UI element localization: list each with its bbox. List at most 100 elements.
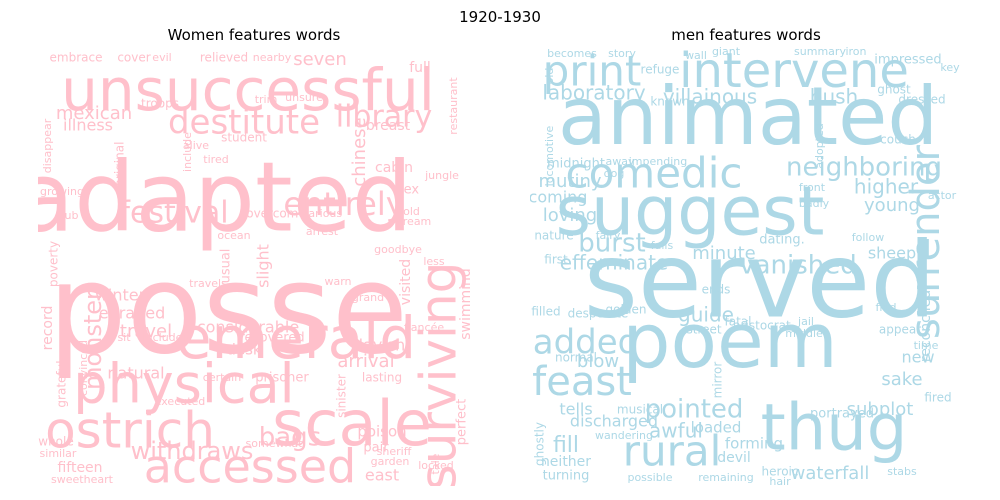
women-word-56: similar bbox=[40, 447, 77, 460]
men-word-92: badly bbox=[799, 197, 830, 210]
men-word-7: comedic bbox=[566, 149, 743, 198]
men-word-95: key bbox=[940, 61, 960, 74]
women-word-18: winter bbox=[95, 286, 146, 305]
men-word-45: first bbox=[544, 253, 568, 267]
men-word-21: mutiny bbox=[538, 171, 601, 192]
men-word-69: street bbox=[686, 323, 721, 337]
men-word-46: nature bbox=[534, 229, 573, 243]
women-word-51: convinced bbox=[77, 340, 90, 396]
women-word-67: travels bbox=[189, 277, 227, 290]
women-word-35: sex bbox=[397, 183, 420, 198]
men-word-66: ends bbox=[702, 283, 731, 297]
men-word-43: midnight bbox=[547, 157, 605, 172]
men-word-42: turning bbox=[543, 469, 590, 484]
men-word-32: subplot bbox=[847, 399, 914, 420]
women-word-81: tale bbox=[429, 453, 442, 474]
men-word-53: summary bbox=[794, 46, 846, 58]
women-word-49: poverty bbox=[47, 241, 61, 287]
women-word-5: scale bbox=[272, 387, 432, 460]
men-word-36: reconciled bbox=[918, 290, 934, 362]
women-word-22: seven bbox=[293, 49, 347, 70]
men-word-6: print bbox=[543, 47, 642, 96]
women-word-32: cabin bbox=[375, 160, 413, 176]
women-cloud-title: Women features words bbox=[167, 26, 341, 44]
women-word-66: ocean bbox=[217, 229, 250, 242]
women-word-54: pub bbox=[58, 209, 79, 222]
women-word-34: jungle bbox=[424, 169, 459, 182]
men-word-87: fairy bbox=[596, 229, 621, 242]
women-word-43: arrival bbox=[337, 351, 394, 372]
women-word-9: destitute bbox=[168, 103, 320, 143]
men-word-14: burst bbox=[578, 229, 645, 259]
women-word-17: travel bbox=[120, 321, 172, 342]
men-word-94: find bbox=[876, 301, 897, 314]
men-word-68: aristocrat bbox=[733, 319, 791, 333]
women-word-39: usual bbox=[219, 249, 234, 284]
men-word-5: intervene bbox=[679, 46, 909, 99]
women-word-69: fiancée bbox=[404, 321, 444, 334]
men-word-20: young bbox=[864, 195, 920, 216]
men-word-24: effeminate bbox=[560, 251, 669, 275]
men-word-12: neighboring bbox=[786, 153, 942, 183]
women-word-42: lavish bbox=[359, 336, 406, 355]
women-word-7: accessed bbox=[144, 439, 357, 486]
men-word-65: mirror bbox=[711, 362, 725, 399]
men-word-38: forming bbox=[725, 435, 783, 453]
men-word-26: guide bbox=[678, 303, 734, 327]
men-word-33: sake bbox=[881, 369, 922, 390]
women-word-0: posse bbox=[48, 238, 408, 382]
women-word-73: lasting bbox=[362, 371, 402, 385]
men-word-8: feast bbox=[532, 359, 632, 405]
men-word-52: wall bbox=[685, 49, 707, 62]
men-word-10: surrender bbox=[903, 144, 949, 338]
women-word-83: somewhat bbox=[246, 437, 304, 450]
women-word-88: unsure bbox=[285, 91, 323, 104]
men-word-23: loving bbox=[543, 205, 598, 226]
men-word-47: filled bbox=[531, 305, 560, 319]
women-word-28: full bbox=[409, 60, 431, 76]
men-word-57: dressed bbox=[898, 93, 945, 107]
men-word-88: away bbox=[606, 155, 635, 168]
men-word-78: remaining bbox=[698, 471, 754, 484]
men-word-62: follow bbox=[852, 231, 884, 244]
men-word-18: bush bbox=[810, 85, 858, 109]
figure-title: 1920-1930 bbox=[459, 8, 541, 26]
men-word-29: fill bbox=[553, 433, 579, 458]
men-word-75: stabs bbox=[887, 465, 917, 478]
women-word-38: slight bbox=[254, 244, 273, 288]
men-word-16: laboratory bbox=[542, 81, 646, 105]
men-word-81: musical bbox=[617, 403, 663, 417]
women-word-70: goodbye bbox=[374, 243, 422, 256]
men-word-61: front bbox=[799, 181, 826, 194]
women-word-30: chinese bbox=[349, 117, 370, 186]
men-word-50: story bbox=[608, 47, 636, 60]
men-word-79: possible bbox=[627, 471, 672, 484]
women-word-8: surviving bbox=[410, 262, 468, 486]
men-word-72: appear bbox=[879, 323, 921, 337]
men-word-73: time bbox=[914, 339, 939, 352]
men-word-71: middle bbox=[785, 327, 823, 340]
women-word-55: whole bbox=[38, 435, 73, 449]
women-word-20: mexican bbox=[56, 103, 132, 124]
women-word-84: student bbox=[221, 131, 267, 145]
women-word-13: withdraws bbox=[131, 437, 254, 465]
women-word-76: pair bbox=[363, 441, 389, 456]
women-word-65: arrest bbox=[306, 225, 339, 238]
men-word-40: devil bbox=[717, 450, 751, 466]
men-word-70: jail bbox=[797, 315, 814, 328]
women-word-74: poison bbox=[357, 423, 406, 441]
men-word-44: dating. bbox=[759, 233, 805, 248]
women-word-21: illness bbox=[63, 116, 113, 135]
men-word-67: fatal bbox=[725, 315, 752, 329]
women-word-72: warn bbox=[324, 275, 351, 288]
women-word-37: cream bbox=[397, 215, 432, 228]
women-word-3: emerald bbox=[176, 304, 416, 372]
men-word-56: ghost bbox=[877, 83, 911, 97]
women-word-53: growing bbox=[40, 185, 84, 198]
women-word-12: festival bbox=[119, 196, 228, 231]
men-word-93: adopted bbox=[813, 123, 826, 169]
men-word-48: normal bbox=[555, 351, 597, 365]
women-word-90: original bbox=[113, 142, 127, 187]
women-word-23: embrace bbox=[50, 51, 103, 65]
men-word-89: impending bbox=[629, 155, 688, 168]
